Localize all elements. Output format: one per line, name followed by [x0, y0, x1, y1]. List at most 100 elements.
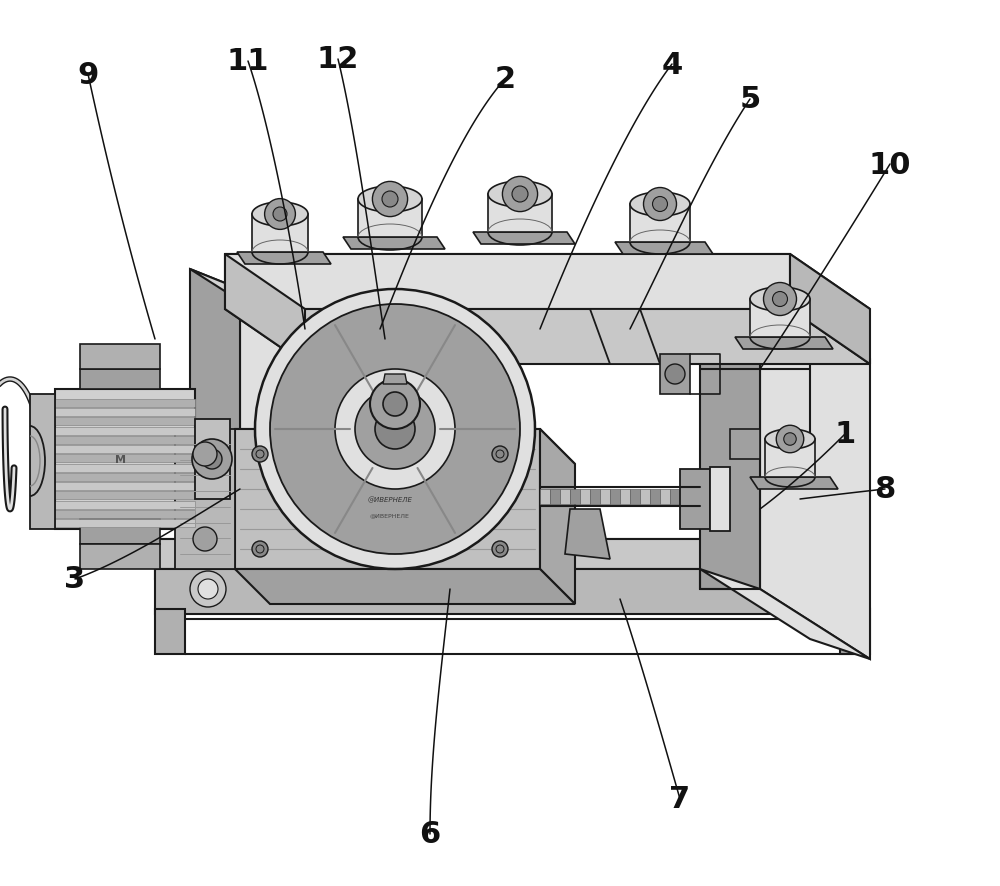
Polygon shape — [80, 345, 160, 369]
Circle shape — [192, 439, 232, 479]
Polygon shape — [252, 214, 308, 253]
Polygon shape — [765, 430, 815, 449]
Polygon shape — [540, 430, 575, 604]
Text: 8: 8 — [874, 475, 896, 504]
Polygon shape — [570, 489, 580, 504]
Polygon shape — [190, 269, 240, 530]
Polygon shape — [488, 182, 552, 207]
Circle shape — [375, 409, 415, 449]
Circle shape — [252, 447, 268, 462]
Text: 1: 1 — [834, 420, 856, 449]
Text: 12: 12 — [317, 45, 359, 74]
Polygon shape — [235, 430, 575, 464]
Polygon shape — [565, 509, 610, 559]
Text: M: M — [115, 455, 126, 464]
Circle shape — [772, 292, 788, 307]
Polygon shape — [750, 478, 838, 489]
Circle shape — [270, 305, 520, 555]
Polygon shape — [155, 570, 840, 614]
Circle shape — [355, 390, 435, 470]
Circle shape — [490, 574, 510, 595]
Polygon shape — [765, 439, 815, 478]
Polygon shape — [155, 610, 185, 654]
Polygon shape — [55, 455, 195, 462]
Circle shape — [252, 541, 268, 557]
Polygon shape — [610, 489, 620, 504]
Polygon shape — [155, 540, 870, 579]
Polygon shape — [650, 489, 660, 504]
Polygon shape — [630, 193, 690, 217]
Polygon shape — [55, 519, 195, 527]
Polygon shape — [80, 544, 160, 570]
Circle shape — [372, 183, 408, 217]
Polygon shape — [235, 430, 540, 570]
Polygon shape — [55, 427, 195, 435]
Circle shape — [784, 433, 796, 446]
Polygon shape — [680, 470, 710, 530]
Polygon shape — [55, 510, 195, 518]
Text: 2: 2 — [494, 66, 516, 95]
Text: 3: 3 — [64, 565, 86, 594]
Polygon shape — [700, 290, 760, 589]
Polygon shape — [55, 492, 195, 500]
Circle shape — [256, 450, 264, 458]
Circle shape — [383, 392, 407, 416]
Text: 11: 11 — [227, 48, 269, 76]
Circle shape — [782, 587, 818, 622]
Circle shape — [256, 546, 264, 554]
Polygon shape — [760, 290, 870, 659]
Circle shape — [255, 290, 535, 570]
Circle shape — [382, 191, 398, 207]
Polygon shape — [630, 205, 690, 243]
Polygon shape — [690, 489, 700, 504]
Polygon shape — [840, 610, 870, 654]
Polygon shape — [700, 570, 870, 659]
Polygon shape — [540, 489, 550, 504]
Circle shape — [496, 450, 504, 458]
Polygon shape — [225, 254, 790, 309]
Text: 7: 7 — [669, 785, 691, 813]
Polygon shape — [473, 233, 575, 245]
Polygon shape — [750, 299, 810, 338]
Circle shape — [193, 527, 217, 551]
Circle shape — [496, 546, 504, 554]
Polygon shape — [343, 237, 445, 250]
Polygon shape — [660, 489, 670, 504]
Polygon shape — [590, 309, 660, 364]
Circle shape — [370, 379, 420, 430]
Circle shape — [492, 447, 508, 462]
Circle shape — [512, 187, 528, 203]
Polygon shape — [225, 309, 870, 364]
Polygon shape — [560, 489, 570, 504]
Polygon shape — [55, 473, 195, 481]
Polygon shape — [175, 430, 235, 570]
Polygon shape — [155, 540, 840, 579]
Polygon shape — [580, 489, 590, 504]
Polygon shape — [590, 489, 600, 504]
Polygon shape — [700, 290, 870, 360]
Text: @ИВЕРНЕЛЕ: @ИВЕРНЕЛЕ — [368, 496, 412, 502]
Polygon shape — [55, 501, 195, 509]
Polygon shape — [190, 269, 350, 360]
Polygon shape — [80, 519, 160, 544]
Circle shape — [776, 426, 804, 454]
Polygon shape — [55, 437, 195, 445]
Circle shape — [335, 369, 455, 489]
Circle shape — [190, 571, 226, 607]
Polygon shape — [195, 420, 230, 500]
Polygon shape — [730, 430, 760, 460]
Circle shape — [482, 566, 518, 602]
Polygon shape — [340, 309, 410, 364]
Circle shape — [742, 566, 778, 602]
Text: 10: 10 — [869, 151, 911, 179]
Text: 5: 5 — [739, 85, 761, 114]
Polygon shape — [155, 570, 870, 610]
Polygon shape — [680, 489, 690, 504]
Polygon shape — [670, 489, 680, 504]
Polygon shape — [55, 390, 195, 530]
Text: 9: 9 — [77, 60, 99, 89]
Polygon shape — [55, 483, 195, 491]
Polygon shape — [600, 489, 610, 504]
Polygon shape — [55, 418, 195, 426]
Polygon shape — [640, 489, 650, 504]
